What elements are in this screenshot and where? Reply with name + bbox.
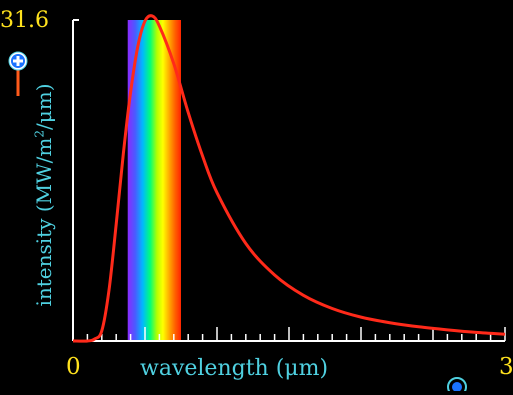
- blackbody-curve: [72, 14, 506, 343]
- x-axis-label: wavelength (μm): [140, 356, 329, 381]
- vertical-zoom-in-icon[interactable]: [8, 50, 28, 100]
- horizontal-zoom-in-icon[interactable]: [446, 375, 470, 395]
- y-axis-label: intensity (MW/m2/μm): [32, 83, 56, 307]
- visible-spectrum-band: [127, 20, 181, 341]
- x-max-tick-label: 3: [499, 354, 513, 380]
- x-ticks: [86, 327, 506, 341]
- x-min-tick-label: 0: [66, 354, 81, 380]
- y-max-tick-label: 31.6: [0, 8, 49, 33]
